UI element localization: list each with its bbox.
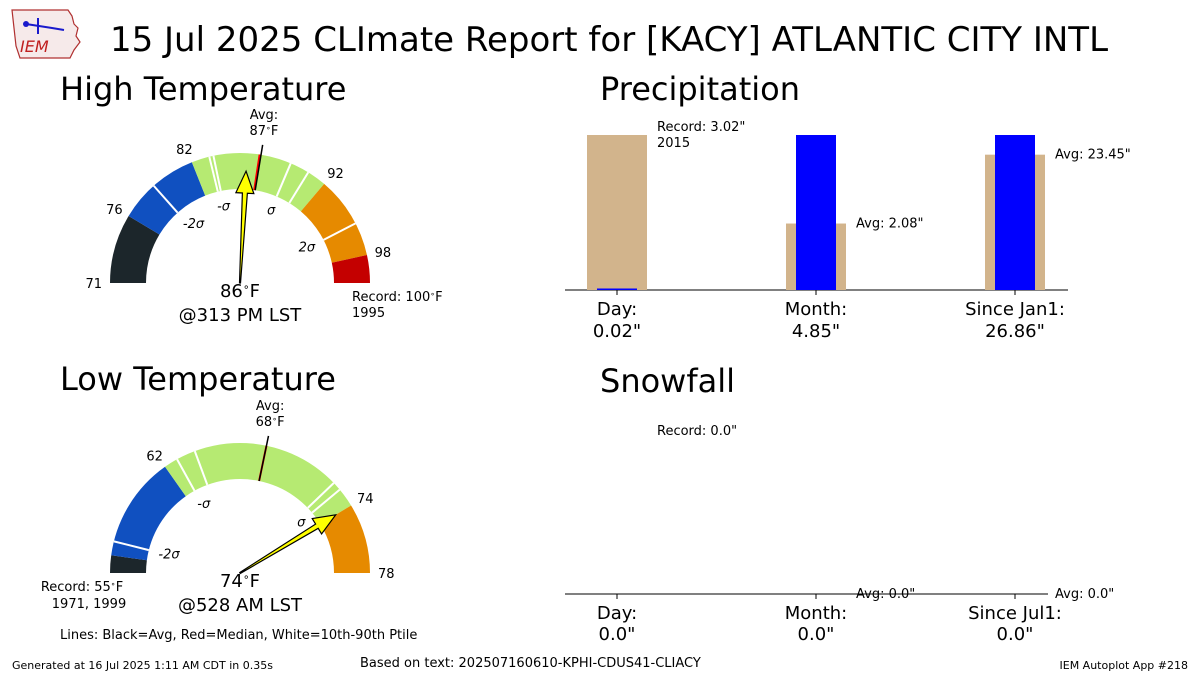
low-sigma-label-0: -2σ bbox=[158, 548, 180, 563]
precip-observed-bar-0 bbox=[597, 288, 637, 290]
low-avg-label: Avg: bbox=[256, 399, 284, 414]
low-record-label: Record: 55∘F bbox=[41, 579, 123, 595]
high-temp-title: High Temperature bbox=[60, 70, 347, 108]
high-band-0 bbox=[110, 215, 160, 283]
low-band-0 bbox=[110, 555, 147, 573]
snow-annotation-0-0: Record: 0.0" bbox=[657, 424, 737, 439]
high-tick-label-0: 71 bbox=[85, 277, 102, 292]
logo-text: IEM bbox=[20, 37, 49, 56]
high-sigma-line-3 bbox=[323, 222, 356, 241]
high-avg-label: Avg: bbox=[250, 108, 278, 123]
low-sigma-line-1 bbox=[176, 458, 196, 492]
high-ptile-line-1 bbox=[288, 171, 310, 204]
high-sigma-label-3: 2σ bbox=[299, 240, 316, 255]
high-record-year: 1995 bbox=[352, 306, 385, 321]
iowa-state-outline-icon: IEM bbox=[11, 9, 81, 59]
snow-value-label-2: 0.0" bbox=[997, 624, 1034, 645]
low-band-3 bbox=[320, 505, 370, 573]
page-title: 15 Jul 2025 CLImate Report for [KACY] AT… bbox=[109, 20, 1109, 60]
high-tick-label-1: 76 bbox=[106, 203, 123, 218]
generated-footer: Generated at 16 Jul 2025 1:11 AM CDT in … bbox=[12, 659, 273, 672]
precip-xlabel-1: Month: bbox=[785, 299, 847, 320]
low-avg-value: 68∘F bbox=[256, 415, 285, 431]
precip-observed-bar-2 bbox=[995, 135, 1035, 290]
snow-annotation-1-0: Avg: 0.0" bbox=[856, 587, 915, 602]
snow-xlabel-1: Month: bbox=[785, 603, 847, 624]
high-sigma-line-0 bbox=[152, 185, 179, 214]
snow-title: Snowfall bbox=[600, 362, 735, 400]
low-needle bbox=[238, 513, 338, 575]
low-sigma-line-0 bbox=[113, 540, 150, 552]
low-tick-label-1: 74 bbox=[357, 492, 374, 507]
precip-annotation-0-1: 2015 bbox=[657, 136, 690, 151]
high-sigma-label-1: -σ bbox=[217, 199, 231, 214]
source-footer: Based on text: 202507160610-KPHI-CDUS41-… bbox=[360, 656, 701, 671]
high-sigma-line-2 bbox=[275, 162, 292, 197]
high-sigma-line-1 bbox=[208, 156, 219, 192]
high-ptile-line-0 bbox=[212, 155, 222, 192]
high-tick-label-4: 98 bbox=[375, 246, 392, 261]
iem-logo: IEM bbox=[8, 6, 84, 60]
high-band-3 bbox=[300, 183, 367, 263]
snow-xlabel-2: Since Jul1: bbox=[968, 603, 1062, 624]
precip-annotation-1-0: Avg: 2.08" bbox=[856, 217, 924, 232]
precip-annotation-2-0: Avg: 23.45" bbox=[1055, 148, 1131, 163]
low-avg-line bbox=[258, 435, 270, 482]
snow-annotation-2-0: Avg: 0.0" bbox=[1055, 587, 1114, 602]
high-median-line bbox=[253, 154, 261, 191]
precip-value-label-1: 4.85" bbox=[792, 321, 840, 342]
precip-observed-bar-1 bbox=[796, 135, 836, 290]
low-observed-time: @528 AM LST bbox=[178, 595, 303, 616]
precip-title: Precipitation bbox=[600, 70, 801, 108]
low-temp-title: Low Temperature bbox=[60, 360, 336, 398]
high-band-2 bbox=[191, 152, 325, 212]
low-observed-value: 74∘F bbox=[220, 571, 260, 592]
low-sigma-label-1: -σ bbox=[197, 497, 211, 512]
snow-value-label-1: 0.0" bbox=[798, 624, 835, 645]
high-sigma-label-2: σ bbox=[267, 203, 276, 218]
low-ptile-line-1 bbox=[307, 482, 335, 509]
precip-value-label-2: 26.86" bbox=[985, 321, 1045, 342]
low-record-year: 1971, 1999 bbox=[52, 597, 126, 612]
high-needle bbox=[234, 169, 255, 284]
precip-climate-bar-0 bbox=[587, 135, 647, 290]
high-avg-line bbox=[254, 144, 264, 191]
precip-annotation-0-0: Record: 3.02" bbox=[657, 120, 745, 135]
high-band-4 bbox=[331, 255, 370, 283]
low-band-1 bbox=[111, 466, 186, 561]
high-sigma-label-0: -2σ bbox=[183, 217, 205, 232]
low-tick-label-0: 62 bbox=[146, 449, 163, 464]
low-ptile-line-0 bbox=[193, 450, 209, 486]
high-record-label: Record: 100∘F bbox=[352, 289, 443, 305]
high-tick-label-3: 92 bbox=[327, 167, 344, 182]
high-avg-value: 87∘F bbox=[249, 123, 278, 139]
snow-value-label-0: 0.0" bbox=[599, 624, 636, 645]
precip-xlabel-0: Day: bbox=[597, 299, 637, 320]
low-sigma-line-2 bbox=[311, 488, 341, 514]
high-tick-label-2: 82 bbox=[176, 143, 193, 158]
high-observed-value: 86∘F bbox=[220, 281, 260, 302]
precip-xlabel-2: Since Jan1: bbox=[965, 299, 1065, 320]
legend-note: Lines: Black=Avg, Red=Median, White=10th… bbox=[60, 628, 418, 643]
high-observed-time: @313 PM LST bbox=[179, 305, 303, 326]
low-band-2 bbox=[165, 443, 352, 525]
low-tick-label-2: 78 bbox=[378, 567, 395, 582]
high-band-1 bbox=[128, 162, 206, 235]
precip-value-label-0: 0.02" bbox=[593, 321, 641, 342]
low-sigma-label-2: σ bbox=[297, 516, 306, 531]
snow-xlabel-0: Day: bbox=[597, 603, 637, 624]
app-footer: IEM Autoplot App #218 bbox=[1059, 659, 1189, 672]
